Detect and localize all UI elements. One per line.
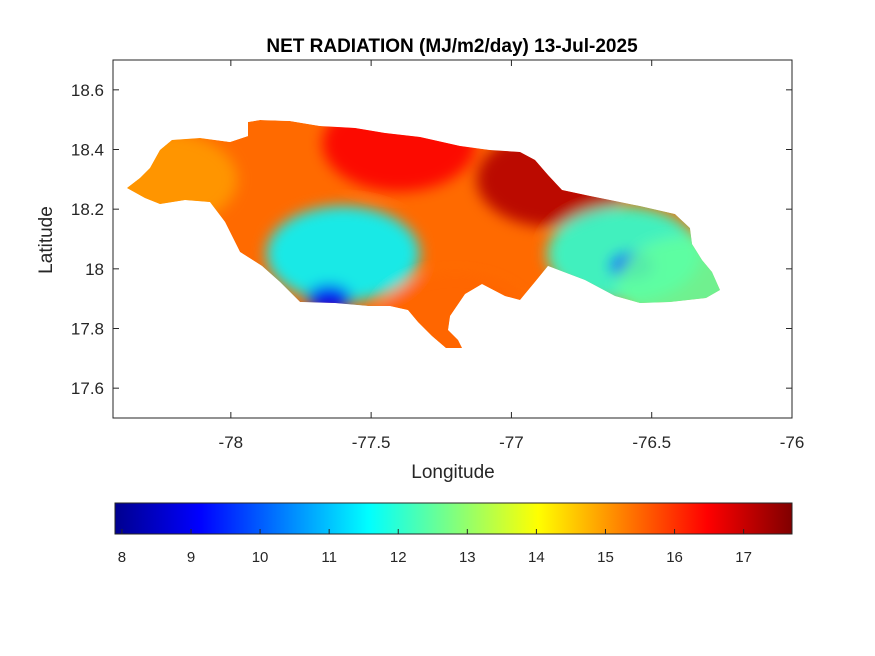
colorbar-tick-label: 9 <box>187 549 195 566</box>
colorbar-tick-label: 10 <box>252 549 269 566</box>
y-axis-label: Latitude <box>36 206 57 274</box>
x-axis-label: Longitude <box>411 462 494 483</box>
colorbar <box>114 502 793 535</box>
x-tick-label: -78 <box>219 433 244 452</box>
x-tick-label: -76.5 <box>632 433 671 452</box>
y-tick-label: 18.2 <box>71 200 104 219</box>
colorbar-tick-label: 11 <box>321 549 337 566</box>
colorbar-ticks: 8 9 10 11 12 13 14 15 16 17 <box>118 529 752 566</box>
x-axis: -78 -77.5 -77 -76.5 -76 <box>219 60 805 452</box>
colorbar-tick-label: 16 <box>666 549 683 566</box>
y-tick-label: 18.6 <box>71 81 104 100</box>
colorbar-tick-label: 17 <box>735 549 752 566</box>
y-tick-label: 18.4 <box>71 141 104 160</box>
y-tick-label: 17.8 <box>71 320 104 339</box>
colorbar-tick-label: 13 <box>459 549 476 566</box>
y-tick-label: 17.6 <box>71 379 104 398</box>
colorbar-tick-label: 12 <box>390 549 407 566</box>
x-tick-label: -76 <box>780 433 805 452</box>
colorbar-tick-label: 14 <box>528 549 545 566</box>
heatmap-cell <box>322 120 476 192</box>
y-axis: 18.6 18.4 18.2 18 17.8 17.6 <box>71 81 792 398</box>
y-tick-label: 18 <box>85 260 104 279</box>
heatmap-cell <box>266 205 420 302</box>
colorbar-tick-label: 8 <box>118 549 126 566</box>
colorbar-tick-label: 15 <box>597 549 614 566</box>
x-tick-label: -77.5 <box>352 433 391 452</box>
x-tick-label: -77 <box>499 433 524 452</box>
chart-title: NET RADIATION (MJ/m2/day) 13-Jul-2025 <box>266 36 638 57</box>
